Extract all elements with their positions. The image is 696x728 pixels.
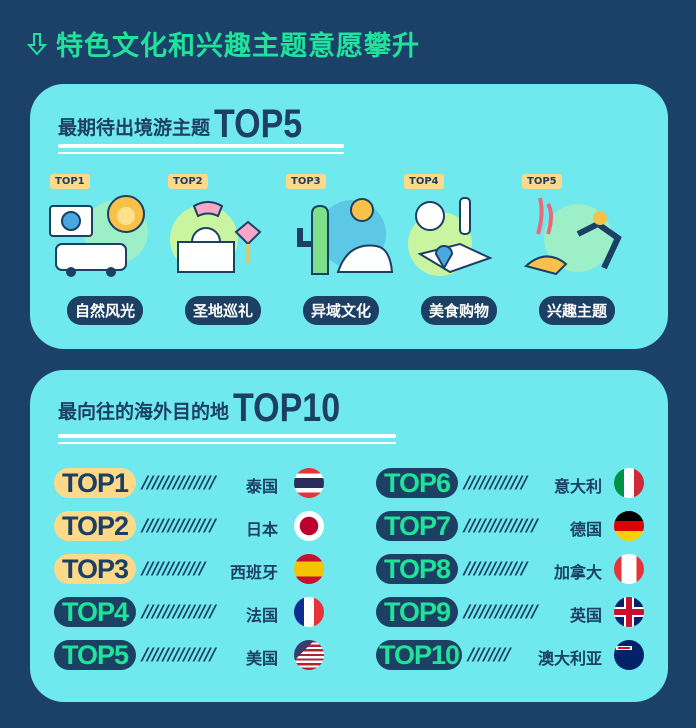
country-name: 澳大利亚 — [537, 649, 602, 668]
japan-flag-icon — [294, 511, 324, 541]
rank-badge: TOP2 — [168, 174, 208, 189]
country-name: 美国 — [245, 649, 278, 668]
slash-decoration: ////////////// — [142, 645, 216, 665]
theme-label: 兴趣主题 — [538, 296, 616, 325]
destination-row: TOP6 //////////// — [376, 467, 528, 499]
destination-row: TOP5 ////////////// — [54, 639, 216, 671]
country-name: 加拿大 — [553, 563, 602, 582]
slash-decoration: //////////// — [142, 559, 206, 579]
germany-flag-icon — [614, 511, 644, 541]
theme-label: 异域文化 — [302, 296, 380, 325]
country-name: 法国 — [245, 606, 278, 625]
destination-row: TOP3 //////////// — [54, 553, 206, 585]
slash-decoration: //////////// — [464, 473, 528, 493]
canada-flag-icon — [614, 554, 644, 584]
country-name: 意大利 — [553, 477, 602, 496]
slash-decoration: ////////////// — [142, 516, 216, 536]
country-name: 德国 — [569, 520, 602, 539]
rank-badge: TOP9 — [376, 597, 458, 627]
rank-badge: TOP10 — [376, 640, 462, 670]
rank-badge: TOP8 — [376, 554, 458, 584]
theme-item: TOP2 圣地巡礼 — [164, 174, 282, 325]
country-name: 日本 — [245, 520, 278, 539]
rank-badge: TOP6 — [376, 468, 458, 498]
rank-badge: TOP2 — [54, 511, 136, 541]
dining-map-icon — [408, 197, 493, 276]
country-name: 西班牙 — [229, 563, 278, 582]
destination-row: TOP1 ////////////// — [54, 467, 216, 499]
france-flag-icon — [294, 597, 324, 627]
destination-row: TOP8 //////////// — [376, 553, 528, 585]
rank-badge: TOP3 — [54, 554, 136, 584]
mosque-mask-lantern-icon — [170, 201, 262, 273]
spain-flag-icon — [294, 554, 324, 584]
slash-decoration: //////////// — [464, 559, 528, 579]
theme-item: TOP3 异域文化 — [282, 174, 400, 325]
page-title: 特色文化和兴趣主题意愿攀升 — [24, 24, 420, 63]
country-name: 英国 — [569, 606, 602, 625]
rank-badge: TOP1 — [50, 174, 90, 189]
destination-row: TOP10 //////// — [376, 639, 511, 671]
rank-badge: TOP7 — [376, 511, 458, 541]
rank-badge: TOP1 — [54, 468, 136, 498]
top10-destinations-card: 最向往的海外目的地 TOP10 TOP1 ////////////// 泰国 TOP… — [30, 370, 668, 702]
section-heading: 最向往的海外目的地 TOP10 — [58, 388, 359, 428]
rank-badge: TOP4 — [404, 174, 444, 189]
divider — [58, 144, 344, 148]
section-heading: 最期待出境游主题 TOP5 — [58, 104, 318, 144]
thailand-flag-icon — [294, 468, 324, 498]
destination-row: TOP4 ////////////// — [54, 596, 216, 628]
title-text: 特色文化和兴趣主题意愿攀升 — [56, 31, 420, 62]
theme-item: TOP4 美食购物 — [400, 174, 518, 325]
uk-flag-icon — [614, 597, 644, 627]
slash-decoration: //////// — [468, 645, 511, 665]
theme-label: 自然风光 — [66, 296, 144, 325]
divider — [58, 434, 396, 438]
heading-text: 最向往的海外目的地 — [58, 401, 230, 423]
divider — [58, 442, 396, 444]
slash-decoration: ////////////// — [142, 602, 216, 622]
top5-themes-card: 最期待出境游主题 TOP5 TOP1 自然风光 TOP2 圣地巡礼 TOP3 异域文… — [30, 84, 668, 349]
slash-decoration: ////////////// — [464, 516, 538, 536]
theme-item: TOP1 自然风光 — [46, 174, 164, 325]
slash-decoration: ////////////// — [464, 602, 538, 622]
heading-big: TOP5 — [214, 102, 303, 146]
rank-badge: TOP4 — [54, 597, 136, 627]
destination-row: TOP9 ////////////// — [376, 596, 538, 628]
heading-big: TOP10 — [233, 386, 341, 430]
theme-item: TOP5 兴趣主题 — [518, 174, 636, 325]
rank-badge: TOP5 — [54, 640, 136, 670]
usa-flag-icon — [294, 640, 324, 670]
italy-flag-icon — [614, 468, 644, 498]
cactus-sun-hat-icon — [297, 198, 394, 275]
destination-row: TOP7 ////////////// — [376, 510, 538, 542]
theme-label: 圣地巡礼 — [184, 296, 262, 325]
arrow-down-icon — [26, 32, 48, 56]
divider — [58, 152, 344, 154]
theme-label: 美食购物 — [420, 296, 498, 325]
australia-flag-icon — [614, 640, 644, 670]
rank-badge: TOP5 — [522, 174, 562, 189]
country-name: 泰国 — [245, 477, 278, 496]
destination-row: TOP2 ////////////// — [54, 510, 216, 542]
slash-decoration: ////////////// — [142, 473, 216, 493]
camera-lion-van-icon — [49, 195, 148, 277]
rank-badge: TOP3 — [286, 174, 326, 189]
heading-text: 最期待出境游主题 — [58, 117, 211, 139]
diver-coral-icon — [523, 197, 622, 276]
